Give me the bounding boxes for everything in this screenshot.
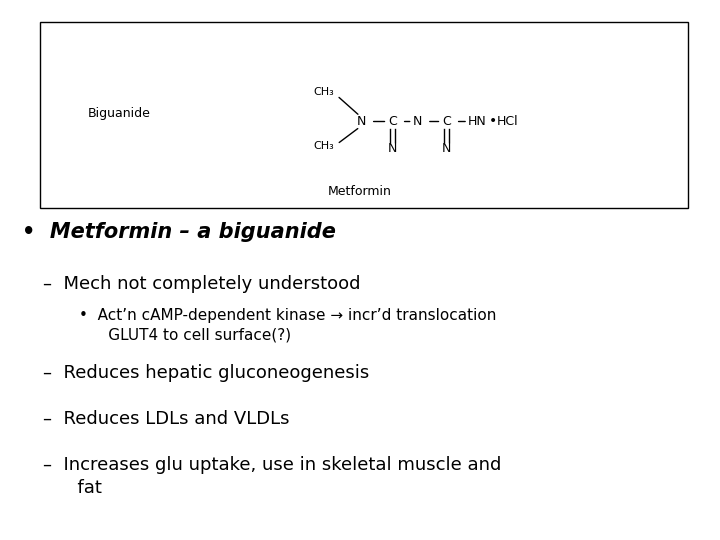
Text: N: N — [356, 115, 366, 128]
Text: N: N — [413, 115, 423, 128]
Text: Biguanide: Biguanide — [87, 107, 150, 120]
Text: Metformin: Metformin — [328, 185, 392, 198]
Text: CH₃: CH₃ — [313, 141, 334, 151]
Text: –  Reduces LDLs and VLDLs: – Reduces LDLs and VLDLs — [43, 410, 289, 428]
Text: •  Act’n cAMP-dependent kinase → incr’d translocation
      GLUT4 to cell surfac: • Act’n cAMP-dependent kinase → incr’d t… — [79, 308, 497, 342]
Text: C: C — [388, 115, 397, 128]
Text: •  Metformin – a biguanide: • Metformin – a biguanide — [22, 222, 336, 242]
Text: •: • — [489, 114, 498, 129]
Text: –  Increases glu uptake, use in skeletal muscle and
      fat: – Increases glu uptake, use in skeletal … — [43, 456, 502, 497]
FancyBboxPatch shape — [40, 22, 688, 208]
Text: HN: HN — [467, 115, 486, 128]
Text: –  Reduces hepatic gluconeogenesis: – Reduces hepatic gluconeogenesis — [43, 364, 369, 382]
Text: N: N — [387, 142, 397, 155]
Text: C: C — [442, 115, 451, 128]
Text: N: N — [441, 142, 451, 155]
Text: HCl: HCl — [497, 115, 518, 128]
Text: CH₃: CH₃ — [313, 87, 334, 97]
Text: –  Mech not completely understood: – Mech not completely understood — [43, 275, 361, 293]
